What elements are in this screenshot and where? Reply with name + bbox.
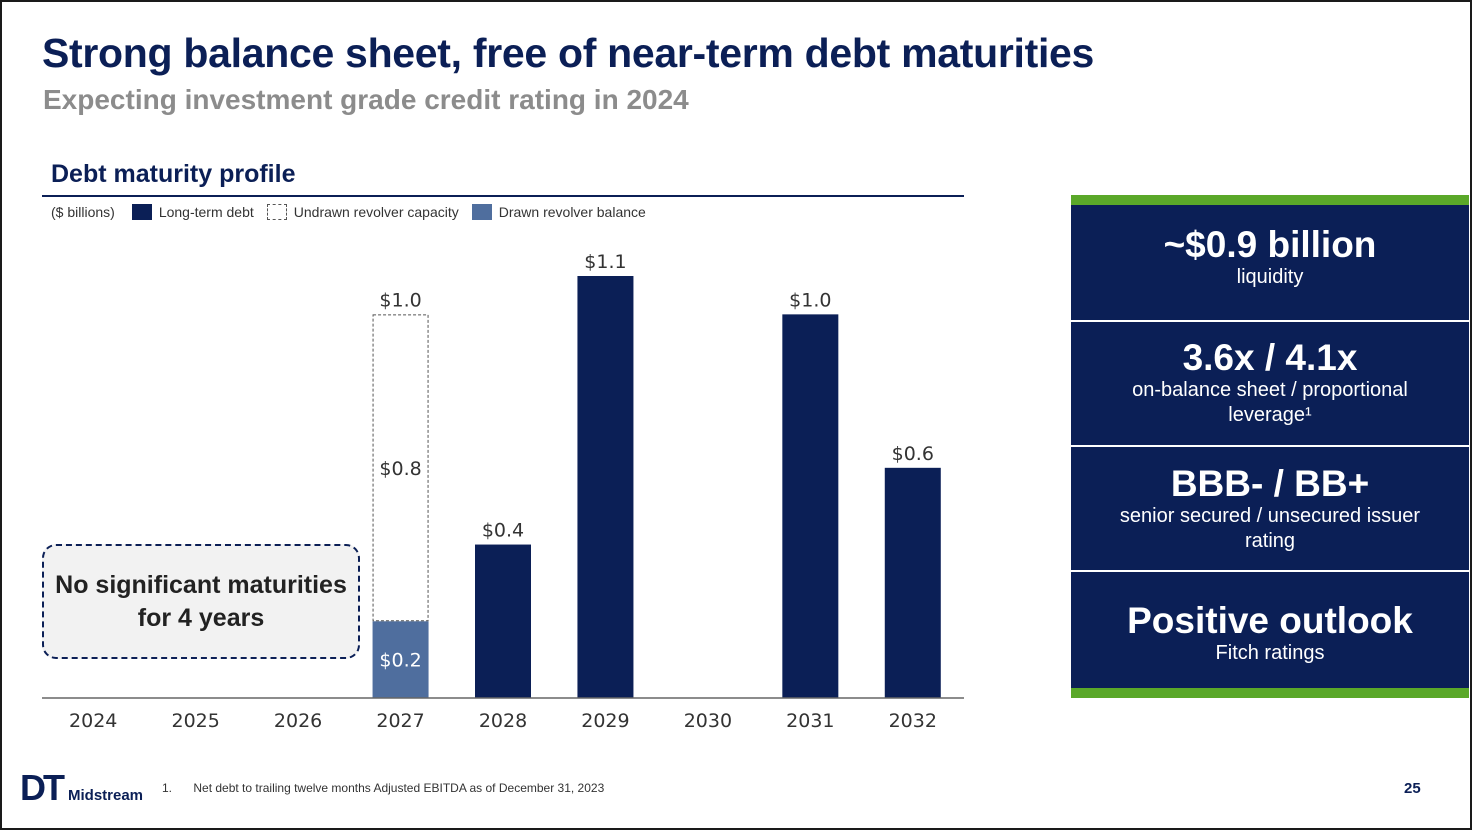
legend-item-drawn-revolver: Drawn revolver balance bbox=[471, 204, 646, 220]
x-tick-label-2028: 2028 bbox=[479, 710, 527, 732]
stat-credit-rating-value: BBB- / BB+ bbox=[1170, 463, 1370, 504]
x-tick-label-2029: 2029 bbox=[581, 710, 629, 732]
stat-divider bbox=[1071, 320, 1469, 322]
stat-liquidity: ~$0.9 billion liquidity bbox=[1071, 225, 1469, 290]
total-label-2029: $1.1 bbox=[584, 251, 626, 273]
page-subtitle: Expecting investment grade credit rating… bbox=[43, 84, 689, 115]
x-tick-label-2025: 2025 bbox=[171, 710, 219, 732]
no-maturities-callout: No significant maturities for 4 years bbox=[42, 544, 360, 659]
legend-unit: ($ billions) bbox=[51, 204, 115, 220]
bar-long-term-debt-2028 bbox=[475, 544, 531, 698]
stat-outlook-label: Fitch ratings bbox=[1215, 642, 1325, 664]
stat-divider bbox=[1071, 445, 1469, 447]
segment-label-undrawn-2027: $0.8 bbox=[379, 458, 421, 480]
stat-divider bbox=[1071, 570, 1469, 572]
legend-item-undrawn-revolver: Undrawn revolver capacity bbox=[266, 204, 459, 220]
stat-leverage-label: on-balance sheet / proportional leverage… bbox=[1132, 379, 1408, 426]
panel-accent-top bbox=[1071, 195, 1469, 205]
stat-credit-rating-label: senior secured / unsecured issuer rating bbox=[1119, 505, 1421, 552]
bar-long-term-debt-2032 bbox=[884, 467, 941, 698]
footnote-text: Net debt to trailing twelve months Adjus… bbox=[193, 781, 605, 795]
legend-swatch-undrawn-revolver bbox=[266, 204, 287, 220]
debt-maturity-chart: 2024 2025 2026 $0.2 $0.8 $1.0 2027 $0.4 2028 $1.1… bbox=[42, 251, 964, 732]
x-tick-label-2027: 2027 bbox=[376, 710, 424, 732]
legend-label-drawn-revolver: Drawn revolver balance bbox=[498, 204, 646, 220]
stat-leverage-value: 3.6x / 4.1x bbox=[1182, 337, 1358, 378]
stat-leverage: 3.6x / 4.1x on-balance sheet / proportio… bbox=[1071, 338, 1469, 428]
bar-drawn-revolver-2027 bbox=[372, 621, 429, 698]
chart-legend: ($ billions) Long-term debt Undrawn revo… bbox=[51, 203, 659, 221]
logo-wordmark: Midstream bbox=[68, 787, 144, 804]
panel-accent-bottom bbox=[1071, 688, 1469, 698]
stat-credit-rating: BBB- / BB+ senior secured / unsecured is… bbox=[1071, 464, 1469, 554]
bar-long-term-debt-2031 bbox=[782, 314, 839, 698]
x-tick-label-2024: 2024 bbox=[69, 710, 117, 732]
footnote-number: 1. bbox=[162, 781, 173, 795]
legend-item-long-term-debt: Long-term debt bbox=[131, 204, 254, 220]
x-tick-label-2031: 2031 bbox=[786, 710, 834, 732]
total-label-2031: $1.0 bbox=[789, 289, 831, 311]
footnote: 1. Net debt to trailing twelve months Ad… bbox=[162, 781, 604, 795]
legend-label-undrawn-revolver: Undrawn revolver capacity bbox=[293, 204, 459, 220]
section-divider bbox=[42, 195, 964, 197]
chart-section-title: Debt maturity profile bbox=[51, 160, 296, 188]
stat-liquidity-value: ~$0.9 billion bbox=[1163, 224, 1377, 265]
x-tick-label-2030: 2030 bbox=[684, 710, 732, 732]
legend-label-long-term-debt: Long-term debt bbox=[158, 204, 254, 220]
page-number: 25 bbox=[1404, 780, 1421, 797]
key-metrics-panel: ~$0.9 billion liquidity 3.6x / 4.1x on-b… bbox=[1071, 195, 1469, 698]
company-logo: DT Midstream bbox=[20, 770, 144, 806]
bar-long-term-debt-2029 bbox=[577, 276, 634, 698]
x-tick-label-2032: 2032 bbox=[889, 710, 937, 732]
stat-outlook: Positive outlook Fitch ratings bbox=[1071, 601, 1469, 666]
logo-dt-text: DT bbox=[20, 767, 65, 808]
total-label-2032: $0.6 bbox=[892, 443, 934, 465]
stat-liquidity-label: liquidity bbox=[1236, 266, 1304, 288]
logo-mark: DT bbox=[20, 770, 65, 806]
bar-undrawn-revolver-2027 bbox=[372, 314, 429, 622]
total-label-2028: $0.4 bbox=[482, 520, 524, 542]
callout-text: No significant maturities for 4 years bbox=[55, 570, 347, 632]
segment-label-drawn-2027: $0.2 bbox=[379, 650, 421, 672]
total-label-2027: $1.0 bbox=[379, 289, 421, 311]
stat-outlook-value: Positive outlook bbox=[1127, 600, 1413, 641]
legend-swatch-long-term-debt bbox=[131, 204, 152, 220]
legend-swatch-drawn-revolver bbox=[471, 204, 492, 220]
page-title: Strong balance sheet, free of near-term … bbox=[42, 30, 1095, 76]
x-tick-label-2026: 2026 bbox=[274, 710, 322, 732]
